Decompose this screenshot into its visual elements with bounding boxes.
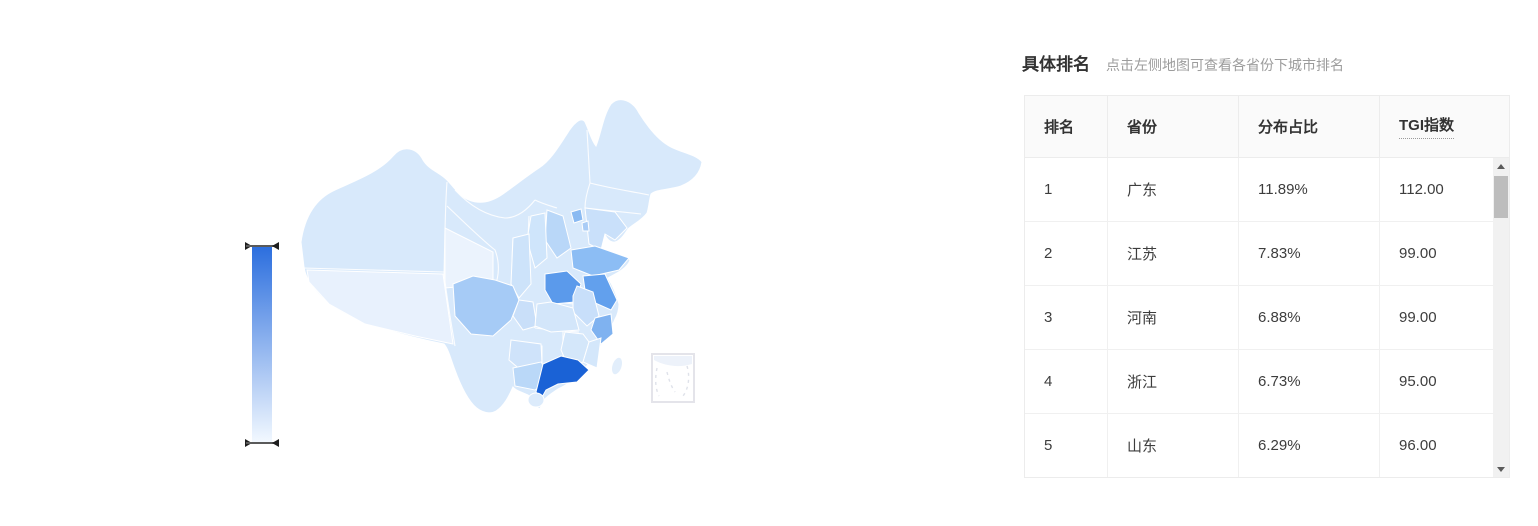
legend-handle-arrow-icon [272, 242, 279, 250]
cell-share: 6.88% [1239, 286, 1380, 349]
scroll-down-button[interactable] [1493, 461, 1509, 477]
table-rows-container: 1 广东 11.89% 112.00 2 江苏 7.83% 99.00 3 河南… [1025, 158, 1509, 477]
cell-province: 广东 [1108, 158, 1239, 221]
cell-rank: 4 [1025, 350, 1108, 413]
legend-handle-bottom[interactable] [245, 439, 279, 448]
province-tibet[interactable] [306, 269, 454, 345]
province-shandong[interactable] [570, 245, 630, 277]
map-color-legend [245, 238, 285, 454]
legend-handle-line [246, 442, 278, 444]
cell-province: 河南 [1108, 286, 1239, 349]
province-beijing[interactable] [570, 208, 584, 224]
table-row: 2 江苏 7.83% 99.00 [1025, 222, 1509, 286]
legend-handle-arrow-icon [272, 439, 279, 447]
cell-share: 6.29% [1239, 414, 1380, 477]
cell-tgi: 95.00 [1380, 350, 1494, 413]
cell-province: 山东 [1108, 414, 1239, 477]
page-title: 具体排名 [1022, 55, 1090, 74]
column-header-rank: 排名 [1025, 96, 1108, 157]
cell-rank: 3 [1025, 286, 1108, 349]
scrollbar-thumb[interactable] [1494, 176, 1508, 218]
cell-share: 6.73% [1239, 350, 1380, 413]
province-hainan[interactable] [527, 392, 545, 408]
province-guangdong[interactable] [535, 355, 590, 400]
scroll-up-button[interactable] [1493, 158, 1509, 174]
province-tianjin[interactable] [581, 220, 590, 232]
column-header-tgi: TGI指数 [1380, 96, 1509, 157]
cell-rank: 5 [1025, 414, 1108, 477]
province-hubei[interactable] [534, 301, 580, 333]
column-header-share: 分布占比 [1239, 96, 1380, 157]
table-body: 1 广东 11.89% 112.00 2 江苏 7.83% 99.00 3 河南… [1025, 158, 1509, 477]
legend-handle-line [246, 245, 278, 247]
province-chongqing[interactable] [512, 299, 538, 331]
cell-rank: 1 [1025, 158, 1108, 221]
cell-province: 江苏 [1108, 222, 1239, 285]
province-taiwan[interactable] [609, 356, 624, 376]
column-header-province: 省份 [1108, 96, 1239, 157]
cell-tgi: 99.00 [1380, 286, 1494, 349]
table-header-row: 排名 省份 分布占比 TGI指数 [1025, 96, 1509, 158]
ranking-panel-header: 具体排名 点击左侧地图可查看各省份下城市排名 [1022, 50, 1344, 75]
province-zhejiang[interactable] [590, 313, 614, 345]
legend-handle-top[interactable] [245, 242, 279, 251]
table-row: 1 广东 11.89% 112.00 [1025, 158, 1509, 222]
ranking-table: 排名 省份 分布占比 TGI指数 1 广东 11.89% 112.00 2 江苏… [1024, 95, 1510, 478]
south-china-sea-inset [651, 353, 695, 403]
table-scrollbar[interactable] [1493, 158, 1509, 477]
scroll-up-icon [1497, 163, 1505, 169]
province-liaoning[interactable] [584, 207, 628, 251]
legend-gradient-bar [252, 246, 272, 443]
cell-share: 7.83% [1239, 222, 1380, 285]
cell-tgi: 99.00 [1380, 222, 1494, 285]
province-region-base[interactable] [300, 99, 703, 414]
table-row: 5 山东 6.29% 96.00 [1025, 414, 1509, 477]
scroll-down-icon [1497, 466, 1505, 472]
tgi-tooltip-label[interactable]: TGI指数 [1399, 114, 1454, 139]
cell-province: 浙江 [1108, 350, 1239, 413]
cell-tgi: 112.00 [1380, 158, 1494, 221]
province-fujian[interactable] [582, 337, 602, 369]
page-subtitle: 点击左侧地图可查看各省份下城市排名 [1106, 57, 1344, 73]
cell-rank: 2 [1025, 222, 1108, 285]
table-row: 4 浙江 6.73% 95.00 [1025, 350, 1509, 414]
china-choropleth-map[interactable] [295, 88, 735, 458]
province-shaanxi[interactable] [510, 233, 532, 299]
cell-tgi: 96.00 [1380, 414, 1494, 477]
table-row: 3 河南 6.88% 99.00 [1025, 286, 1509, 350]
province-anhui[interactable] [572, 285, 600, 327]
cell-share: 11.89% [1239, 158, 1380, 221]
